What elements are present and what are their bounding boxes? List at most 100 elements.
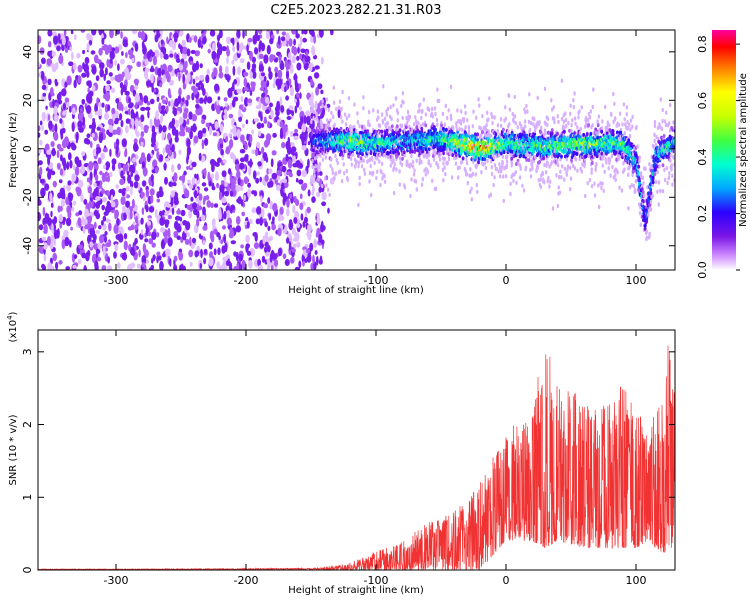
heatmap-cell xyxy=(319,171,323,176)
heatmap-cell xyxy=(493,115,496,120)
heatmap-cell xyxy=(99,68,104,78)
heatmap-cell xyxy=(43,242,48,250)
heatmap-cell xyxy=(559,169,562,174)
heatmap-cell xyxy=(121,71,125,78)
heatmap-cell xyxy=(146,153,151,163)
heatmap-cell xyxy=(57,205,61,213)
heatmap-cell xyxy=(148,206,155,213)
heatmap-cell xyxy=(141,152,145,159)
heatmap-cell xyxy=(429,163,432,168)
heatmap-cell xyxy=(415,125,419,130)
heatmap-cell xyxy=(413,168,416,173)
heatmap-cell xyxy=(59,33,65,39)
heatmap-cell xyxy=(323,137,327,142)
heatmap-cell xyxy=(398,156,402,161)
heatmap-cell xyxy=(192,114,197,122)
heatmap-cell xyxy=(204,137,209,146)
heatmap-cell xyxy=(208,242,213,250)
heatmap-cell xyxy=(242,45,248,50)
heatmap-cell xyxy=(204,187,209,192)
heatmap-cell xyxy=(288,51,292,61)
heatmap-cell xyxy=(334,172,337,177)
heatmap-cell xyxy=(104,67,108,76)
heatmap-cell xyxy=(493,175,496,180)
heatmap-cell xyxy=(238,186,244,191)
heatmap-cell xyxy=(162,147,165,156)
heatmap-cell xyxy=(163,162,167,171)
heatmap-cell xyxy=(142,243,147,253)
heatmap-cell xyxy=(168,39,173,48)
heatmap-cell xyxy=(422,97,426,102)
heatmap-cell xyxy=(286,108,293,115)
heatmap-cell xyxy=(239,149,246,154)
heatmap-cell xyxy=(178,87,182,97)
heatmap-cell xyxy=(140,229,144,236)
heatmap-cell xyxy=(80,164,86,175)
heatmap-cell xyxy=(497,169,500,174)
heatmap-cell xyxy=(381,118,384,124)
heatmap-cell xyxy=(197,205,202,211)
heatmap-cell xyxy=(146,51,151,59)
heatmap-cell xyxy=(169,258,172,267)
heatmap-cell xyxy=(53,105,58,116)
heatmap-cell xyxy=(194,173,197,179)
heatmap-cell xyxy=(324,155,328,160)
heatmap-cell xyxy=(52,252,57,262)
heatmap-cell xyxy=(498,174,502,179)
heatmap-cell xyxy=(396,118,399,123)
heatmap-cell xyxy=(267,121,271,129)
heatmap-cell xyxy=(145,188,150,198)
heatmap-cell xyxy=(84,266,87,270)
heatmap-cell xyxy=(485,122,488,128)
heatmap-cell xyxy=(206,68,210,77)
heatmap-cell xyxy=(66,205,72,214)
heatmap-cell xyxy=(145,204,149,213)
heatmap-cell xyxy=(109,50,115,60)
heatmap-cell xyxy=(48,120,53,130)
heatmap-cell xyxy=(299,106,302,111)
heatmap-cell xyxy=(141,161,146,169)
heatmap-cell xyxy=(321,103,324,109)
heatmap-cell xyxy=(62,102,66,111)
heatmap-cell xyxy=(212,132,217,137)
heatmap-cell xyxy=(164,157,170,162)
heatmap-cell xyxy=(442,161,445,166)
heatmap-cell xyxy=(392,190,396,196)
heatmap-cell xyxy=(260,114,263,122)
heatmap-cell xyxy=(167,88,171,98)
heatmap-cell xyxy=(136,263,141,269)
heatmap-cell xyxy=(235,216,241,225)
heatmap-cell xyxy=(93,163,98,168)
heatmap-cell xyxy=(91,132,95,138)
heatmap-cell xyxy=(525,103,528,109)
heatmap-cell xyxy=(125,200,131,208)
heatmap-cell xyxy=(110,76,115,81)
heatmap-cell xyxy=(109,58,113,64)
heatmap-cell xyxy=(195,250,200,257)
heatmap-cell xyxy=(160,64,164,70)
heatmap-cell xyxy=(255,148,259,157)
heatmap-cells xyxy=(38,30,675,270)
heatmap-cell xyxy=(340,107,343,112)
heatmap-cell xyxy=(94,111,99,116)
heatmap-cell xyxy=(491,114,494,120)
heatmap-cell xyxy=(86,133,91,138)
heatmap-cell xyxy=(208,125,213,136)
heatmap-cell xyxy=(470,186,473,191)
heatmap-cell xyxy=(451,153,455,158)
heatmap-cell xyxy=(357,153,360,158)
heatmap-cell xyxy=(214,83,220,92)
heatmap-cell xyxy=(195,75,199,81)
heatmap-cell xyxy=(512,178,515,184)
heatmap-cell xyxy=(356,111,359,116)
heatmap-cell xyxy=(539,177,542,182)
heatmap-cell xyxy=(178,149,182,155)
heatmap-cell xyxy=(187,179,191,184)
heatmap-cell xyxy=(140,189,143,200)
heatmap-cell xyxy=(231,99,236,108)
heatmap-cell xyxy=(216,261,221,269)
heatmap-cell xyxy=(105,49,109,55)
heatmap-cell xyxy=(245,234,250,244)
heatmap-cell xyxy=(302,37,307,43)
heatmap-cell xyxy=(286,237,290,244)
